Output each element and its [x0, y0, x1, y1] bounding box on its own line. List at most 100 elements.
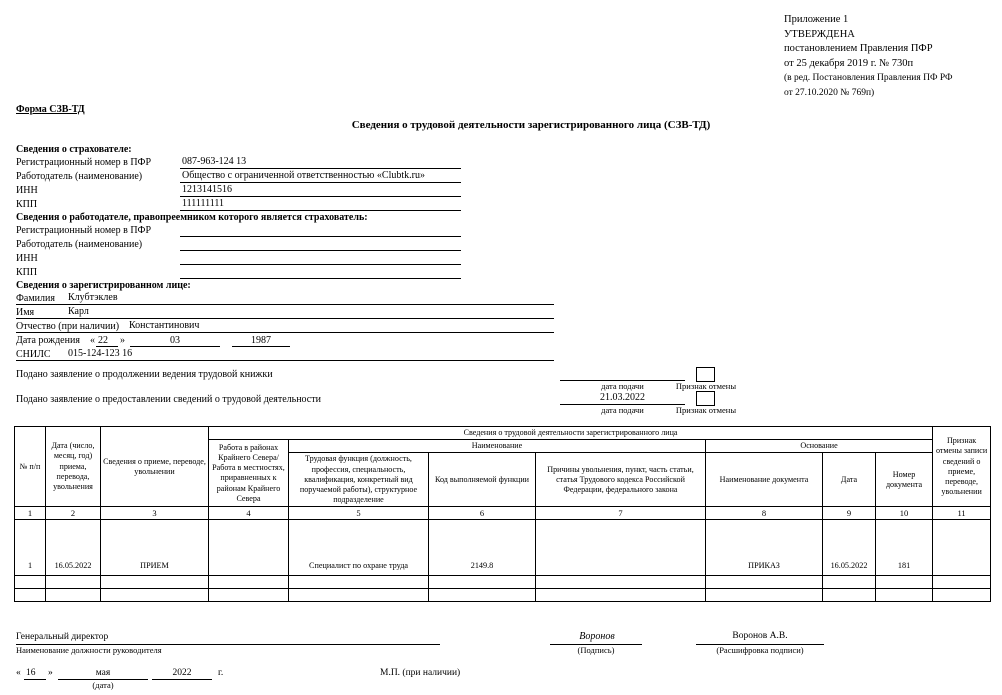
row-1-north-region[interactable] [208, 519, 289, 577]
successor-reg-number-rule [180, 236, 461, 237]
row-2-job-function[interactable] [288, 575, 429, 590]
person-birth-day[interactable]: 22 [98, 335, 108, 346]
statement-etk-date-caption: дата подачи [601, 405, 644, 415]
row-3-cancel-flag[interactable] [932, 588, 992, 603]
signature-caption: (Подпись) [577, 645, 615, 655]
row-3-job-function[interactable] [288, 588, 429, 603]
approval-line-2: УТВЕРЖДЕНА [784, 28, 855, 40]
col-number-8: 8 [705, 506, 823, 521]
successor-reg-number-label: Регистрационный номер в ПФР [16, 225, 151, 236]
statement-etk-date[interactable]: 21.03.2022 [600, 392, 645, 403]
row-3-num[interactable] [14, 588, 46, 603]
person-firstname-label: Имя [16, 307, 35, 318]
form-code-label: Форма СЗВ-ТД [16, 104, 85, 115]
row-1-event[interactable]: ПРИЕМ [100, 519, 209, 577]
row-1-cancel-flag[interactable] [932, 519, 992, 577]
row-2-document-number[interactable] [874, 575, 934, 590]
signer-fullname-rule [696, 644, 824, 645]
row-1-document-name[interactable]: ПРИКАЗ [705, 519, 823, 577]
person-patronymic-rule [16, 332, 554, 333]
row-3-dismissal-reason[interactable] [535, 588, 706, 603]
row-2-event[interactable] [100, 575, 209, 590]
approval-line-4: от 25 декабря 2019 г. № 730п [784, 57, 914, 69]
row-2-document-name[interactable] [705, 575, 823, 590]
person-patronymic-value[interactable]: Константинович [129, 320, 200, 331]
insurer-reg-number-rule [180, 168, 461, 169]
row-3-event[interactable] [100, 588, 209, 603]
col-number-10: 10 [874, 506, 934, 521]
table-row[interactable]: 1 16.05.2022 ПРИЕМ Специалист по охране … [14, 519, 992, 577]
table-row[interactable] [14, 588, 992, 603]
header-col-1: № п/п [14, 425, 46, 508]
insurer-inn-value[interactable]: 1213141516 [182, 184, 232, 195]
footer-date-day[interactable]: 16 [26, 668, 36, 678]
signer-position-value[interactable]: Генеральный директор [16, 632, 109, 642]
row-1-date[interactable]: 16.05.2022 [45, 519, 101, 577]
row-2-north-region[interactable] [208, 575, 289, 590]
row-1-document-date[interactable]: 16.05.2022 [822, 519, 876, 577]
person-section-heading: Сведения о зарегистрированном лице: [16, 280, 191, 291]
statement-etk-cancel-checkbox[interactable] [696, 391, 715, 406]
row-1-function-code[interactable]: 2149.8 [428, 519, 536, 577]
insurer-reg-number-value[interactable]: 087-963-124 13 [182, 156, 247, 167]
row-1-job-function[interactable]: Специалист по охране труда [288, 519, 429, 577]
row-3-document-number[interactable] [874, 588, 934, 603]
insurer-reg-number-label: Регистрационный номер в ПФР [16, 157, 151, 168]
person-birth-year[interactable]: 1987 [251, 335, 271, 346]
person-snils-label: СНИЛС [16, 349, 51, 360]
insurer-employer-label: Работодатель (наименование) [16, 171, 143, 182]
signature-rule [550, 644, 642, 645]
row-1-dismissal-reason[interactable] [535, 519, 706, 577]
table-row[interactable] [14, 575, 992, 590]
signer-position-rule [16, 644, 440, 645]
successor-kpp-rule [180, 278, 461, 279]
insurer-kpp-value[interactable]: 111111111 [182, 198, 225, 209]
row-3-document-date[interactable] [822, 588, 876, 603]
row-2-dismissal-reason[interactable] [535, 575, 706, 590]
successor-employer-rule [180, 250, 461, 251]
person-snils-value[interactable]: 015-124-123 16 [68, 348, 133, 359]
col-number-4: 4 [208, 506, 289, 521]
approval-line-1: Приложение 1 [784, 14, 849, 25]
statement-workbook-date-caption: дата подачи [601, 381, 644, 391]
statement-workbook-date-rule [560, 380, 685, 381]
person-firstname-value[interactable]: Карл [68, 306, 89, 317]
footer-date-quote-close: » [48, 668, 53, 678]
statement-etk-date-rule [560, 404, 685, 405]
successor-employer-label: Работодатель (наименование) [16, 239, 143, 250]
col-number-2: 2 [45, 506, 101, 521]
footer-date-caption: (дата) [92, 680, 114, 690]
row-2-function-code[interactable] [428, 575, 536, 590]
row-3-date[interactable] [45, 588, 101, 603]
signature-value[interactable]: Воронов [579, 631, 615, 642]
col-number-5: 5 [288, 506, 429, 521]
statement-workbook-label: Подано заявление о продолжении ведения т… [16, 369, 273, 380]
insurer-employer-value[interactable]: Общество с ограниченной ответственностью… [182, 170, 425, 181]
signer-position-caption: Наименование должности руководителя [16, 645, 162, 655]
row-2-date[interactable] [45, 575, 101, 590]
row-2-num[interactable] [14, 575, 46, 590]
employment-records-table: № п/п Дата (число, месяц, год) приема, п… [14, 425, 992, 603]
statement-workbook-cancel-checkbox[interactable] [696, 367, 715, 382]
col-number-7: 7 [535, 506, 706, 521]
row-2-document-date[interactable] [822, 575, 876, 590]
person-surname-label: Фамилия [16, 293, 55, 304]
row-3-function-code[interactable] [428, 588, 536, 603]
table-group-row-1: № п/п Дата (число, месяц, год) приема, п… [14, 425, 992, 508]
person-birth-month[interactable]: 03 [170, 335, 180, 346]
approval-line-3: постановлением Правления ПФР [784, 43, 933, 54]
footer-date-month[interactable]: мая [95, 668, 111, 678]
signer-fullname-caption: (Расшифровка подписи) [716, 645, 804, 655]
footer-date-day-rule [24, 679, 46, 680]
row-1-num[interactable]: 1 [14, 519, 46, 577]
row-1-document-number[interactable]: 181 [874, 519, 934, 577]
footer-date-year[interactable]: 2022 [172, 668, 192, 678]
signer-fullname-value[interactable]: Воронов А.В. [732, 631, 788, 641]
person-birth-year-rule [232, 346, 290, 347]
person-surname-value[interactable]: Клубтэклев [68, 292, 118, 303]
row-2-cancel-flag[interactable] [932, 575, 992, 590]
col-number-6: 6 [428, 506, 536, 521]
header-col-7: Причины увольнения, пункт, часть статьи,… [535, 452, 706, 508]
row-3-document-name[interactable] [705, 588, 823, 603]
row-3-north-region[interactable] [208, 588, 289, 603]
